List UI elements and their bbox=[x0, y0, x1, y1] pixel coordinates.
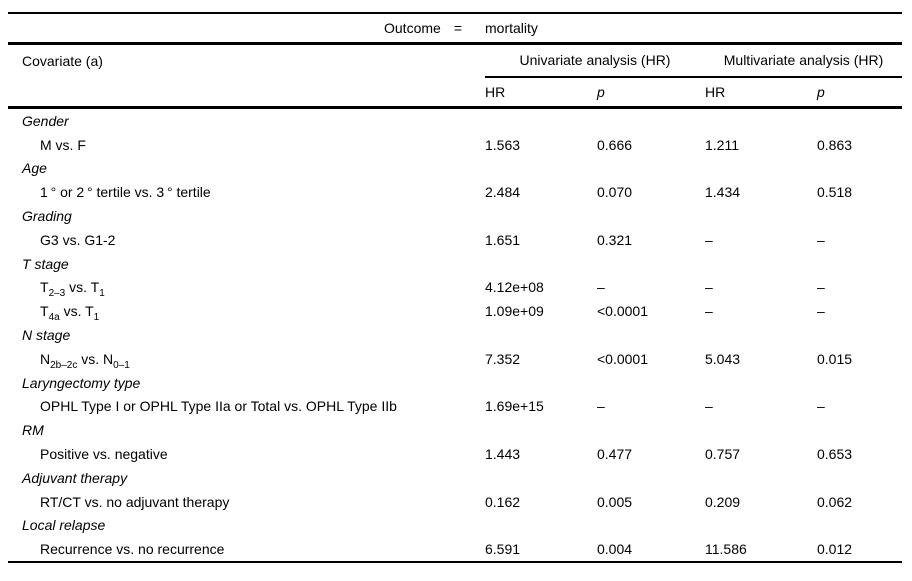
hr-value: 1.443 bbox=[485, 446, 521, 463]
hr-value: 1.651 bbox=[485, 231, 521, 248]
subheader-row: HR p HR p bbox=[8, 77, 902, 109]
table-row: N stage bbox=[8, 323, 902, 347]
hr-value: 0.757 bbox=[705, 446, 741, 463]
p-value: 0.012 bbox=[817, 541, 853, 558]
hr-value: 7.352 bbox=[485, 350, 521, 367]
covariate-label: Recurrence vs. no recurrence bbox=[40, 541, 225, 558]
p-value: – bbox=[817, 303, 825, 320]
covariate-label: G3 vs. G1-2 bbox=[40, 231, 116, 248]
table-row: Age bbox=[8, 157, 902, 181]
table-row: T stage bbox=[8, 252, 902, 276]
outcome-label: Outcome bbox=[384, 20, 441, 36]
category-label: Age bbox=[22, 160, 47, 177]
table-row: 1 ° or 2 ° tertile vs. 3 ° tertile 2.484 0… bbox=[8, 180, 902, 204]
multivariate-p-header: p bbox=[817, 83, 825, 100]
hr-value: 1.434 bbox=[705, 184, 741, 201]
table-row: Recurrence vs. no recurrence 6.591 0.004 11… bbox=[8, 537, 902, 561]
hr-value: 1.563 bbox=[485, 136, 521, 153]
p-value: 0.653 bbox=[817, 446, 853, 463]
group-header-row: Covariate (a) Univariate analysis (HR) M… bbox=[8, 44, 902, 78]
p-value: 0.477 bbox=[597, 446, 633, 463]
p-value: – bbox=[597, 398, 605, 415]
covariate-label: M vs. F bbox=[40, 136, 86, 153]
table-row: Adjuvant therapy bbox=[8, 466, 902, 490]
covariate-label: 1 ° or 2 ° tertile vs. 3 ° tertile bbox=[40, 184, 211, 201]
category-label: Laryngectomy type bbox=[22, 374, 141, 391]
category-label: N stage bbox=[22, 327, 71, 344]
hr-value: – bbox=[705, 398, 713, 415]
table-row: T2–3 vs. T1 4.12e+08 – – – bbox=[8, 276, 902, 300]
multivariate-hr-header: HR bbox=[705, 83, 726, 100]
hr-value: 4.12e+08 bbox=[485, 279, 544, 296]
p-value: – bbox=[817, 279, 825, 296]
outcome-value: mortality bbox=[485, 20, 538, 36]
category-label: RM bbox=[22, 422, 44, 439]
covariate-label: N2b–2c vs. N0–1 bbox=[40, 350, 130, 371]
outcome-banner-left: Outcome = bbox=[8, 20, 485, 36]
covariate-label: T4a vs. T1 bbox=[40, 303, 100, 324]
table-row: G3 vs. G1-2 1.651 0.321 – – bbox=[8, 228, 902, 252]
category-label: Gender bbox=[22, 112, 69, 129]
p-value: 0.518 bbox=[817, 184, 853, 201]
hr-value: 1.211 bbox=[705, 136, 739, 153]
p-value: 0.070 bbox=[597, 184, 633, 201]
multivariate-group-header: Multivariate analysis (HR) bbox=[705, 44, 902, 78]
covariate-label: RT/CT vs. no adjuvant therapy bbox=[40, 493, 230, 510]
covariate-column-header: Covariate (a) bbox=[22, 53, 103, 69]
hr-value: 0.209 bbox=[705, 493, 741, 510]
univariate-group-header: Univariate analysis (HR) bbox=[485, 44, 705, 78]
p-value: – bbox=[817, 231, 825, 248]
outcome-equals-sign: = bbox=[453, 20, 462, 36]
hr-value: – bbox=[705, 279, 713, 296]
p-value: 0.062 bbox=[817, 493, 853, 510]
covariate-label: OPHL Type I or OPHL Type IIa or Total vs… bbox=[40, 398, 397, 415]
p-value: <0.0001 bbox=[597, 303, 648, 320]
table-row: M vs. F 1.563 0.666 1.211 0.863 bbox=[8, 133, 902, 157]
p-value: 0.015 bbox=[817, 350, 853, 367]
covariate-label: T2–3 vs. T1 bbox=[40, 279, 105, 300]
outcome-banner: Outcome = mortality bbox=[8, 12, 902, 45]
table-row: Laryngectomy type bbox=[8, 371, 902, 395]
hr-value: – bbox=[705, 303, 713, 320]
category-label: T stage bbox=[22, 255, 69, 272]
p-value: 0.005 bbox=[597, 493, 633, 510]
table-row: Gender bbox=[8, 109, 902, 133]
table-row: Grading bbox=[8, 204, 902, 228]
univariate-p-header: p bbox=[597, 83, 605, 100]
table-row: Positive vs. negative 1.443 0.477 0.757 0.65… bbox=[8, 442, 902, 466]
p-value: 0.666 bbox=[597, 136, 633, 153]
p-value: <0.0001 bbox=[597, 350, 648, 367]
category-label: Grading bbox=[22, 208, 72, 225]
hr-value: 1.69e+15 bbox=[485, 398, 544, 415]
p-value: 0.004 bbox=[597, 541, 633, 558]
table-row: RM bbox=[8, 418, 902, 442]
table-row: RT/CT vs. no adjuvant therapy 0.162 0.005 0… bbox=[8, 490, 902, 514]
hr-value: 6.591 bbox=[485, 541, 521, 558]
table-row: T4a vs. T1 1.09e+09 <0.0001 – – bbox=[8, 299, 902, 323]
p-value: – bbox=[597, 279, 605, 296]
hr-value: – bbox=[705, 231, 713, 248]
p-value: 0.321 bbox=[597, 231, 633, 248]
hr-value: 2.484 bbox=[485, 184, 521, 201]
hr-value: 11.586 bbox=[705, 541, 747, 558]
category-label: Local relapse bbox=[22, 517, 106, 534]
table-row: OPHL Type I or OPHL Type IIa or Total vs… bbox=[8, 395, 902, 419]
hr-value: 5.043 bbox=[705, 350, 741, 367]
hr-value: 0.162 bbox=[485, 493, 521, 510]
table-row: Local relapse bbox=[8, 514, 902, 538]
covariate-label: Positive vs. negative bbox=[40, 446, 168, 463]
analysis-table: Outcome = mortality Covariate (a) Univar… bbox=[8, 12, 902, 564]
univariate-hr-header: HR bbox=[485, 83, 506, 100]
hr-value: 1.09e+09 bbox=[485, 303, 544, 320]
table-body: Gender M vs. F 1.563 0.666 1.211 0.863 Age 1 ° … bbox=[8, 109, 902, 564]
table-row: N2b–2c vs. N0–1 7.352 <0.0001 5.043 0.015 bbox=[8, 347, 902, 371]
p-value: 0.863 bbox=[817, 136, 853, 153]
category-label: Adjuvant therapy bbox=[22, 469, 128, 486]
p-value: – bbox=[817, 398, 825, 415]
